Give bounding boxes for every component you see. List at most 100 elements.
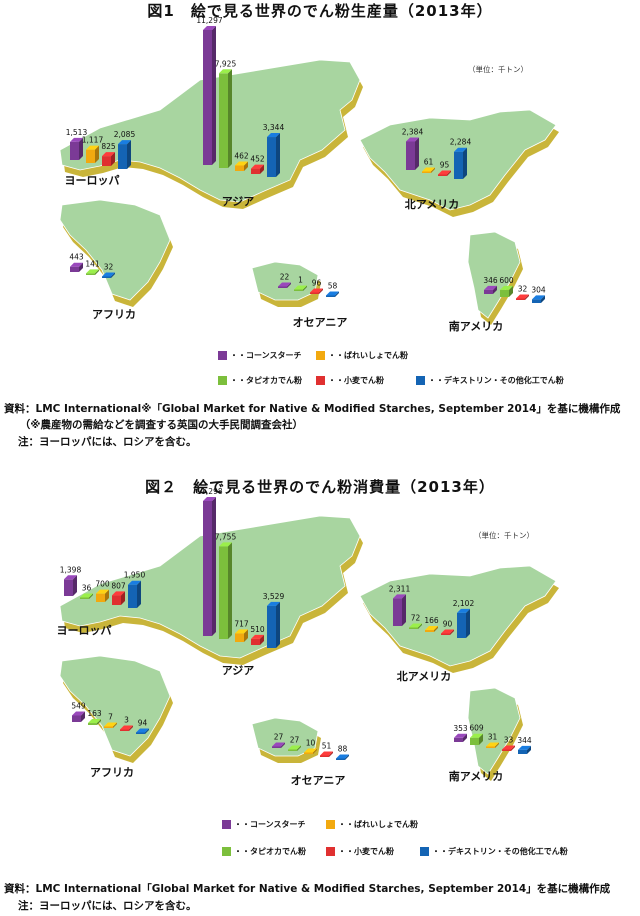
bar-corn-0 <box>64 575 77 596</box>
bar-dextrin-2 <box>454 147 467 179</box>
value-label: 94 <box>138 719 148 728</box>
value-label: 166 <box>424 616 439 625</box>
bar-corn-1 <box>203 26 216 165</box>
value-label: 27 <box>290 736 300 745</box>
legend-item-wheat: ・・小麦でん粉 <box>326 846 394 857</box>
bar-tapioca-2 <box>409 623 422 629</box>
value-label: 36 <box>82 584 92 593</box>
land-africa <box>59 199 171 301</box>
value-label: 22 <box>280 273 290 282</box>
legend-swatch-potato <box>326 820 335 829</box>
bar-wheat-1 <box>251 634 264 645</box>
bar-wheat-5 <box>516 294 529 300</box>
value-label: 344 <box>517 736 532 745</box>
value-label: 90 <box>443 620 453 629</box>
bar-potato-4 <box>304 748 317 754</box>
bar-potato-1 <box>235 629 248 642</box>
value-label: 510 <box>250 625 265 634</box>
value-label: 7,925 <box>215 59 237 68</box>
legend-swatch-wheat <box>316 376 325 385</box>
value-label: 88 <box>338 745 348 754</box>
legend-item-dextrin: ・・デキストリン・その他化工でん粉 <box>416 375 564 386</box>
figure-1-note: 注：ヨーロッパには、ロシアを含む。 <box>18 436 197 448</box>
value-label: 1,950 <box>124 571 146 580</box>
bar-dextrin-3 <box>136 728 149 734</box>
value-label: 51 <box>322 742 332 751</box>
legend-item-corn: ・・コーンスターチ <box>218 350 301 361</box>
legend-swatch-dextrin <box>416 376 425 385</box>
bar-corn-2 <box>393 594 406 626</box>
figure-1-unit: （単位：千トン） <box>468 65 528 74</box>
value-label: 141 <box>85 259 100 268</box>
bar-wheat-2 <box>438 170 451 176</box>
value-label: 609 <box>469 724 484 733</box>
legend-item-tapioca: ・・タピオカでん粉 <box>218 375 302 386</box>
bar-tapioca-3 <box>86 269 99 275</box>
bar-wheat-0 <box>102 152 115 166</box>
value-label: 32 <box>104 263 114 272</box>
bar-corn-3 <box>72 711 85 722</box>
value-label: 3 <box>124 716 129 725</box>
value-label: 11,298 <box>196 487 222 496</box>
value-label: 2,384 <box>402 128 424 137</box>
bar-wheat-5 <box>502 745 515 751</box>
legend-item-potato: ・・ばれいしょでん粉 <box>316 350 408 361</box>
value-label: 452 <box>250 155 265 164</box>
land-oceania <box>251 717 319 757</box>
bar-potato-2 <box>425 626 438 632</box>
figure-1-title: 図1 絵で見る世界のでん粉生産量（2013年） <box>147 2 493 20</box>
value-label: 163 <box>87 709 102 718</box>
bar-corn-0 <box>70 137 83 160</box>
bar-potato-1 <box>235 161 248 171</box>
bar-potato-2 <box>422 167 435 173</box>
legend-swatch-tapioca <box>222 847 231 856</box>
bar-tapioca-5 <box>500 285 513 297</box>
legend-swatch-corn <box>222 820 231 829</box>
legend-item-potato: ・・ばれいしょでん粉 <box>326 819 418 830</box>
value-label: 825 <box>101 142 116 151</box>
land-s-america <box>467 231 521 319</box>
region-label: オセアニア <box>293 316 348 329</box>
bar-corn-4 <box>278 282 291 288</box>
bar-potato-0 <box>86 145 99 163</box>
value-label: 3,344 <box>263 123 285 132</box>
value-label: 549 <box>71 701 86 710</box>
bar-dextrin-0 <box>128 580 141 608</box>
value-label: 27 <box>274 733 284 742</box>
bar-wheat-4 <box>320 751 333 757</box>
bar-wheat-0 <box>112 591 125 605</box>
bar-corn-4 <box>272 742 285 748</box>
bar-dextrin-5 <box>532 295 545 303</box>
bar-corn-2 <box>406 137 419 170</box>
bar-dextrin-3 <box>102 272 115 278</box>
bar-dextrin-0 <box>118 140 131 169</box>
bar-tapioca-1 <box>219 542 232 639</box>
bar-potato-5 <box>486 742 499 748</box>
region-label: 南アメリカ <box>449 319 503 333</box>
region-label: 北アメリカ <box>397 669 451 683</box>
bar-dextrin-1 <box>267 601 280 648</box>
bar-dextrin-5 <box>518 745 531 754</box>
legend-item-tapioca: ・・タピオカでん粉 <box>222 846 306 857</box>
figure-1-production: 図1 絵で見る世界のでん粉生産量（2013年） （単位：千トン） 1,513 1,… <box>0 0 640 400</box>
figure-2-title: 図２ 絵で見る世界のでん粉消費量（2013年） <box>145 478 495 496</box>
bar-dextrin-4 <box>326 291 339 297</box>
bar-corn-5 <box>484 285 497 294</box>
value-label: 3,529 <box>263 592 285 601</box>
bar-wheat-1 <box>251 164 264 174</box>
value-label: 96 <box>312 279 322 288</box>
figure-2-unit: （単位：千トン） <box>474 531 534 540</box>
bar-tapioca-3 <box>88 719 101 725</box>
value-label: 31 <box>488 733 498 742</box>
bar-dextrin-4 <box>336 754 349 760</box>
figure-2-source: 資料：LMC International「Global Market for N… <box>4 883 611 895</box>
value-label: 10 <box>306 739 316 748</box>
value-label: 346 <box>483 276 498 285</box>
bar-corn-3 <box>70 262 83 272</box>
bar-corn-1 <box>203 497 216 636</box>
value-label: 353 <box>453 724 468 733</box>
region-label: 北アメリカ <box>405 197 459 211</box>
region-label: オセアニア <box>291 774 346 787</box>
value-label: 2,102 <box>453 599 475 608</box>
